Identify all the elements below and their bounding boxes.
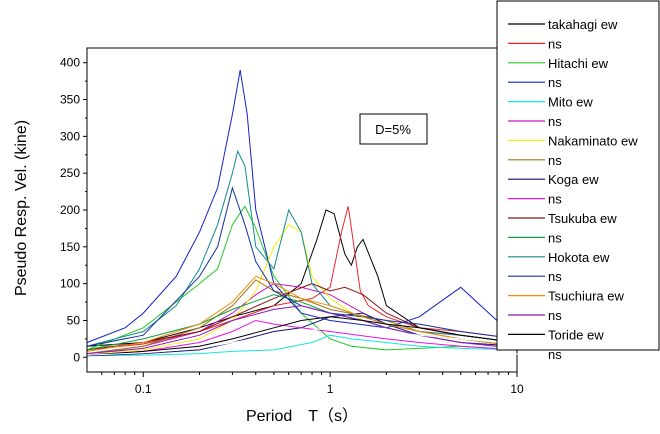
y-axis-title: Pseudo Resp. Vel. (kine) <box>13 120 30 296</box>
legend-label-15: ns <box>548 308 562 323</box>
legend-label-11: ns <box>548 230 562 245</box>
legend-label-3: ns <box>548 75 562 90</box>
y-tick-label-2: 100 <box>60 277 80 291</box>
legend-label-14: Tsuchiura ew <box>548 289 624 304</box>
legend-label-5: ns <box>548 114 562 129</box>
legend-label-7: ns <box>548 153 562 168</box>
legend: takahagi ew ns Hitachi ew ns Mito ew ns Nakami… <box>508 17 638 362</box>
series-line-15 <box>86 305 518 355</box>
legend-label-16: Toride ew <box>548 327 604 342</box>
series-line-9 <box>86 319 518 356</box>
y-tick-label-5: 250 <box>60 166 80 180</box>
x-axis-ticks: 0.1 1 10 <box>101 372 524 396</box>
series-line-11 <box>86 294 518 351</box>
y-tick-label-3: 150 <box>60 240 80 254</box>
y-tick-label-6: 300 <box>60 129 80 143</box>
series-line-4 <box>86 334 518 357</box>
series-line-17 <box>86 327 518 356</box>
legend-label-0: takahagi ew <box>548 17 618 32</box>
legend-label-17: ns <box>548 347 562 362</box>
series-layer <box>86 70 518 357</box>
legend-label-4: Mito ew <box>548 95 593 110</box>
legend-label-9: ns <box>548 192 562 207</box>
y-tick-label-4: 200 <box>60 203 80 217</box>
series-line-3 <box>86 70 518 343</box>
y-tick-label-1: 50 <box>67 313 81 327</box>
y-tick-label-7: 350 <box>60 93 80 107</box>
legend-label-6: Nakaminato ew <box>548 133 638 148</box>
series-line-2 <box>86 205 518 351</box>
series-line-0 <box>86 209 518 347</box>
x-tick-label-0: 0.1 <box>135 382 152 396</box>
x-axis-title: Period T（s） <box>246 407 358 425</box>
y-tick-label-8: 400 <box>60 56 80 70</box>
y-axis-ticks: 0 50 100 150 200 250 300 350 400 <box>60 56 87 364</box>
series-line-14 <box>86 275 518 352</box>
series-line-12 <box>86 149 518 347</box>
legend-label-10: Tsukuba ew <box>548 211 617 226</box>
legend-label-1: ns <box>548 36 562 51</box>
legend-label-12: Hokota ew <box>548 250 610 265</box>
legend-box <box>496 0 660 351</box>
series-line-16 <box>86 316 518 356</box>
annotation-text: D=5% <box>375 122 411 137</box>
legend-label-8: Koga ew <box>548 172 599 187</box>
x-tick-label-1: 1 <box>327 382 334 396</box>
x-tick-label-2: 10 <box>510 382 524 396</box>
annotation-box <box>359 113 428 145</box>
series-line-13 <box>86 186 518 347</box>
legend-label-2: Hitachi ew <box>548 56 609 71</box>
y-tick-label-0: 0 <box>73 350 80 364</box>
plot-frame <box>86 47 518 373</box>
legend-label-13: ns <box>548 269 562 284</box>
